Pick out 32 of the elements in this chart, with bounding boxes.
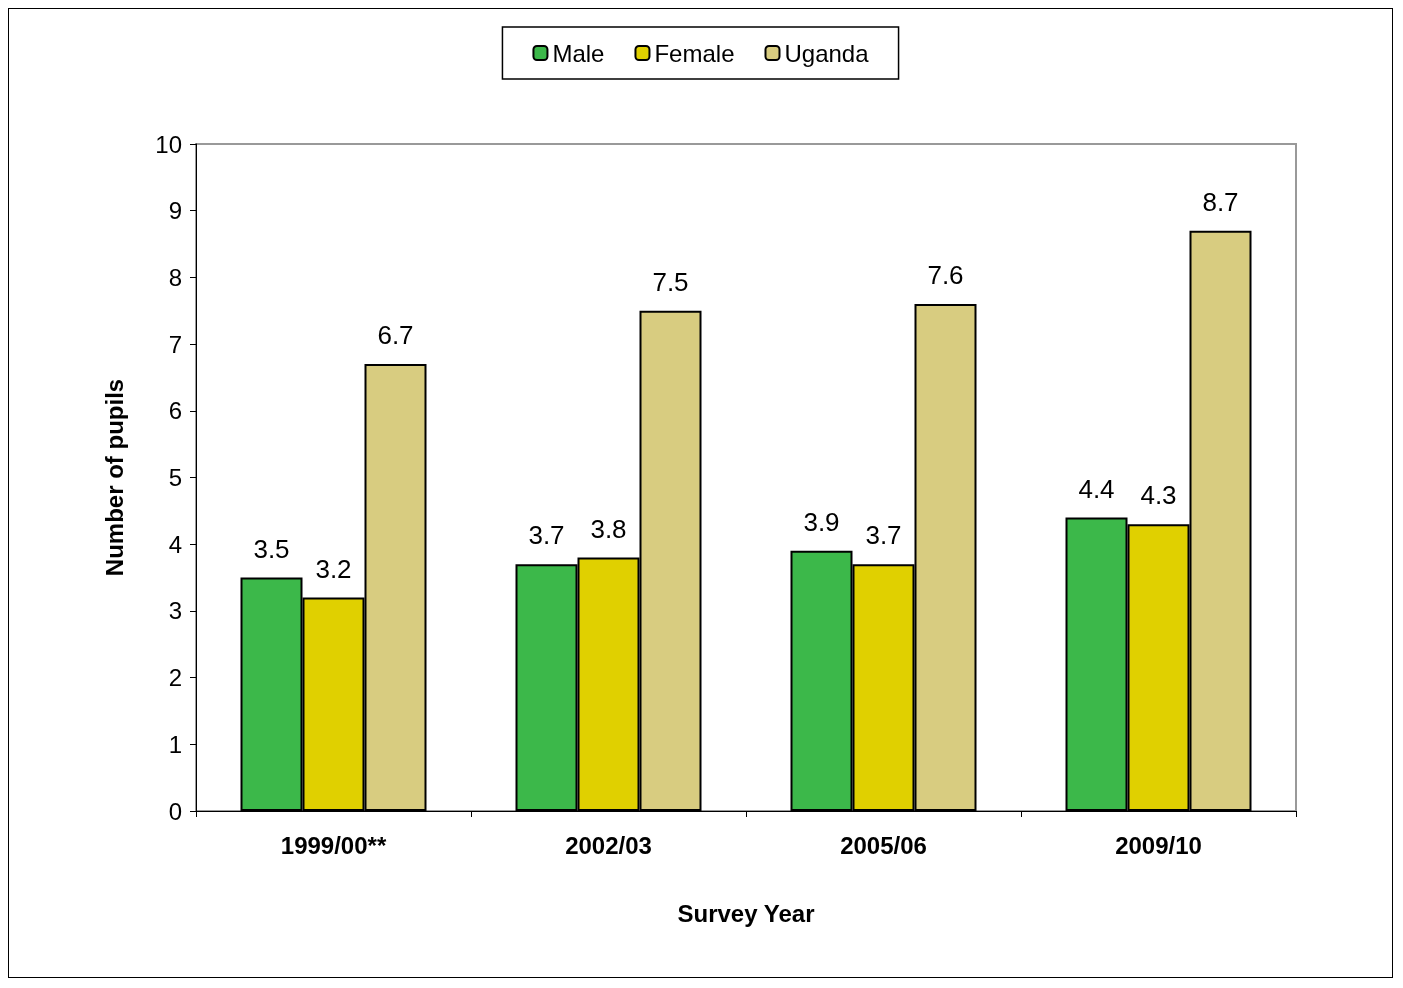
data-label: 3.5 <box>253 533 290 564</box>
x-tick-label: 1999/00** <box>280 831 387 859</box>
y-tick-label: 0 <box>168 797 182 825</box>
data-label: 3.9 <box>803 506 840 537</box>
x-tick-label: 2002/03 <box>565 831 652 859</box>
data-label: 3.7 <box>528 520 565 551</box>
x-tick-label: 2005/06 <box>840 831 927 859</box>
y-tick-label: 3 <box>168 597 182 625</box>
x-tick-label: 2009/10 <box>1115 831 1202 859</box>
y-tick-label: 10 <box>155 130 182 158</box>
y-tick-label: 9 <box>168 197 182 225</box>
x-axis-title: Survey Year <box>677 899 815 927</box>
y-tick-label: 6 <box>168 397 182 425</box>
data-label: 8.7 <box>1202 186 1239 217</box>
data-label: 3.2 <box>315 553 352 584</box>
data-label: 3.7 <box>865 520 902 551</box>
legend-label: Female <box>654 39 735 67</box>
data-label: 7.5 <box>652 266 689 297</box>
data-label: 6.7 <box>377 320 414 351</box>
y-tick-label: 2 <box>168 664 182 692</box>
data-label: 4.3 <box>1140 480 1177 511</box>
y-tick-label: 5 <box>168 464 182 491</box>
data-label: 3.8 <box>590 513 627 544</box>
y-axis-title: Number of pupils <box>100 378 128 577</box>
y-tick-label: 4 <box>168 530 182 558</box>
data-label: 7.6 <box>927 260 964 291</box>
legend-label: Male <box>552 39 605 67</box>
y-tick-label: 7 <box>168 330 182 358</box>
y-tick-label: 8 <box>168 263 182 291</box>
data-label: 4.4 <box>1078 473 1115 504</box>
y-tick-label: 1 <box>168 730 182 758</box>
legend-label: Uganda <box>784 39 870 67</box>
